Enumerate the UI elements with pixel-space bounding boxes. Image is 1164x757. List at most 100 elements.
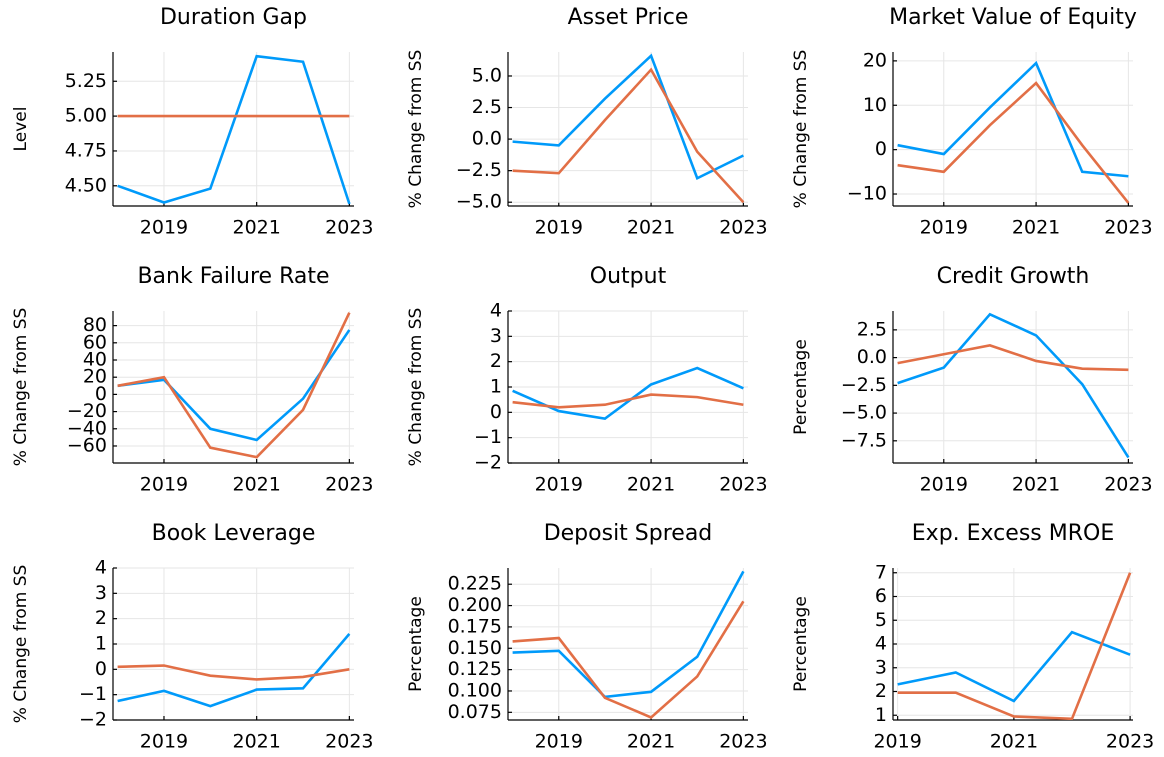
y-tick-label: 60	[83, 331, 107, 353]
y-tick-label: −60	[67, 434, 107, 456]
y-tick-label: −7.5	[841, 429, 887, 451]
x-tick-label: 2023	[719, 217, 767, 239]
y-tick-label: −1	[474, 426, 502, 448]
x-tick-label: 2021	[1012, 474, 1060, 496]
x-tick-label: 2021	[232, 474, 280, 496]
y-tick-label: 5.25	[65, 70, 107, 92]
y-tick-label: 1	[490, 376, 502, 398]
y-tick-label: −5.0	[841, 402, 887, 424]
y-tick-label: 1	[95, 633, 107, 655]
y-axis-label: Percentage	[406, 596, 426, 692]
series-line	[117, 329, 351, 442]
x-tick-label: 2021	[627, 474, 675, 496]
y-tick-label: 5	[875, 609, 887, 631]
series-line	[117, 312, 351, 459]
y-axis-label: Percentage	[791, 339, 811, 435]
y-tick-label: 4	[490, 300, 502, 322]
y-tick-label: 4	[95, 557, 107, 579]
series-line	[117, 664, 350, 681]
y-axis-label: % Change from SS	[406, 308, 426, 467]
y-tick-label: 0	[875, 138, 887, 160]
y-tick-label: 3	[490, 325, 502, 347]
chart-title: Asset Price	[568, 5, 689, 30]
y-axis-label: % Change from SS	[11, 308, 31, 467]
y-tick-label: 5.00	[65, 105, 107, 127]
x-tick-label: 2021	[627, 731, 675, 753]
x-tick-label: 2019	[873, 731, 921, 753]
y-tick-label: 0.125	[448, 658, 502, 680]
y-tick-label: 1	[875, 704, 887, 726]
y-tick-label: −1	[79, 683, 107, 705]
y-axis-label: % Change from SS	[406, 50, 426, 209]
series-line	[512, 67, 745, 204]
chart-title: Credit Growth	[937, 264, 1090, 289]
chart-title: Bank Failure Rate	[137, 264, 329, 289]
y-tick-label: 0.225	[448, 573, 502, 595]
y-tick-label: −40	[67, 417, 107, 439]
y-tick-label: −2	[474, 452, 502, 474]
y-tick-label: 4.50	[65, 174, 107, 196]
series-line	[512, 366, 744, 421]
x-tick-label: 2021	[232, 217, 280, 239]
chart-title: Deposit Spread	[544, 521, 713, 546]
y-tick-label: 3	[875, 656, 887, 678]
series-line	[117, 633, 351, 708]
y-tick-label: −20	[67, 400, 107, 422]
y-tick-label: 4.75	[65, 139, 107, 161]
y-tick-label: 0	[95, 658, 107, 680]
x-tick-label: 2019	[535, 217, 583, 239]
y-tick-label: 80	[83, 314, 107, 336]
y-tick-label: 0.175	[448, 615, 502, 637]
series-line	[512, 600, 745, 719]
series-line	[897, 630, 1131, 703]
y-tick-label: 0	[95, 383, 107, 405]
x-tick-label: 2023	[1104, 217, 1152, 239]
x-tick-label: 2023	[1106, 731, 1154, 753]
x-tick-label: 2019	[140, 474, 188, 496]
series-line	[512, 393, 744, 409]
x-tick-label: 2021	[232, 731, 280, 753]
x-tick-label: 2019	[920, 217, 968, 239]
x-tick-label: 2019	[140, 731, 188, 753]
x-tick-label: 2021	[990, 731, 1038, 753]
chart-title: Duration Gap	[160, 5, 307, 30]
y-tick-label: 2	[490, 350, 502, 372]
y-axis-label: Percentage	[791, 596, 811, 692]
x-tick-label: 2023	[1104, 474, 1152, 496]
chart-title: Exp. Excess MROE	[912, 521, 1114, 546]
y-axis-label: Level	[11, 107, 31, 152]
y-tick-label: −5.0	[456, 191, 502, 213]
x-tick-label: 2019	[920, 474, 968, 496]
y-tick-label: 10	[863, 94, 887, 116]
x-tick-label: 2023	[325, 217, 373, 239]
y-tick-label: 0.100	[448, 679, 502, 701]
y-tick-label: 20	[863, 49, 887, 71]
chart-title: Book Leverage	[152, 521, 316, 546]
y-tick-label: −2	[79, 709, 107, 731]
y-axis-label: % Change from SS	[11, 565, 31, 724]
y-tick-label: 0.0	[472, 128, 502, 150]
series-line	[897, 572, 1132, 720]
y-tick-label: 40	[83, 349, 107, 371]
y-tick-label: 2	[875, 680, 887, 702]
x-tick-label: 2023	[719, 474, 767, 496]
x-tick-label: 2023	[325, 474, 373, 496]
y-tick-label: 0.200	[448, 594, 502, 616]
x-tick-label: 2021	[1012, 217, 1060, 239]
x-tick-label: 2023	[719, 731, 767, 753]
series-line	[897, 344, 1129, 372]
y-tick-label: 0.075	[448, 701, 502, 723]
x-tick-label: 2019	[535, 474, 583, 496]
x-tick-label: 2019	[140, 217, 188, 239]
y-tick-label: 7	[875, 561, 887, 583]
y-tick-label: 2	[95, 607, 107, 629]
y-tick-label: 0.0	[857, 346, 887, 368]
y-tick-label: 5.0	[472, 64, 502, 86]
y-tick-label: 0	[490, 401, 502, 423]
y-tick-label: 20	[83, 366, 107, 388]
series-line	[117, 54, 351, 205]
y-tick-label: −2.5	[841, 374, 887, 396]
y-axis-label: % Change from SS	[791, 50, 811, 209]
x-tick-label: 2021	[627, 217, 675, 239]
